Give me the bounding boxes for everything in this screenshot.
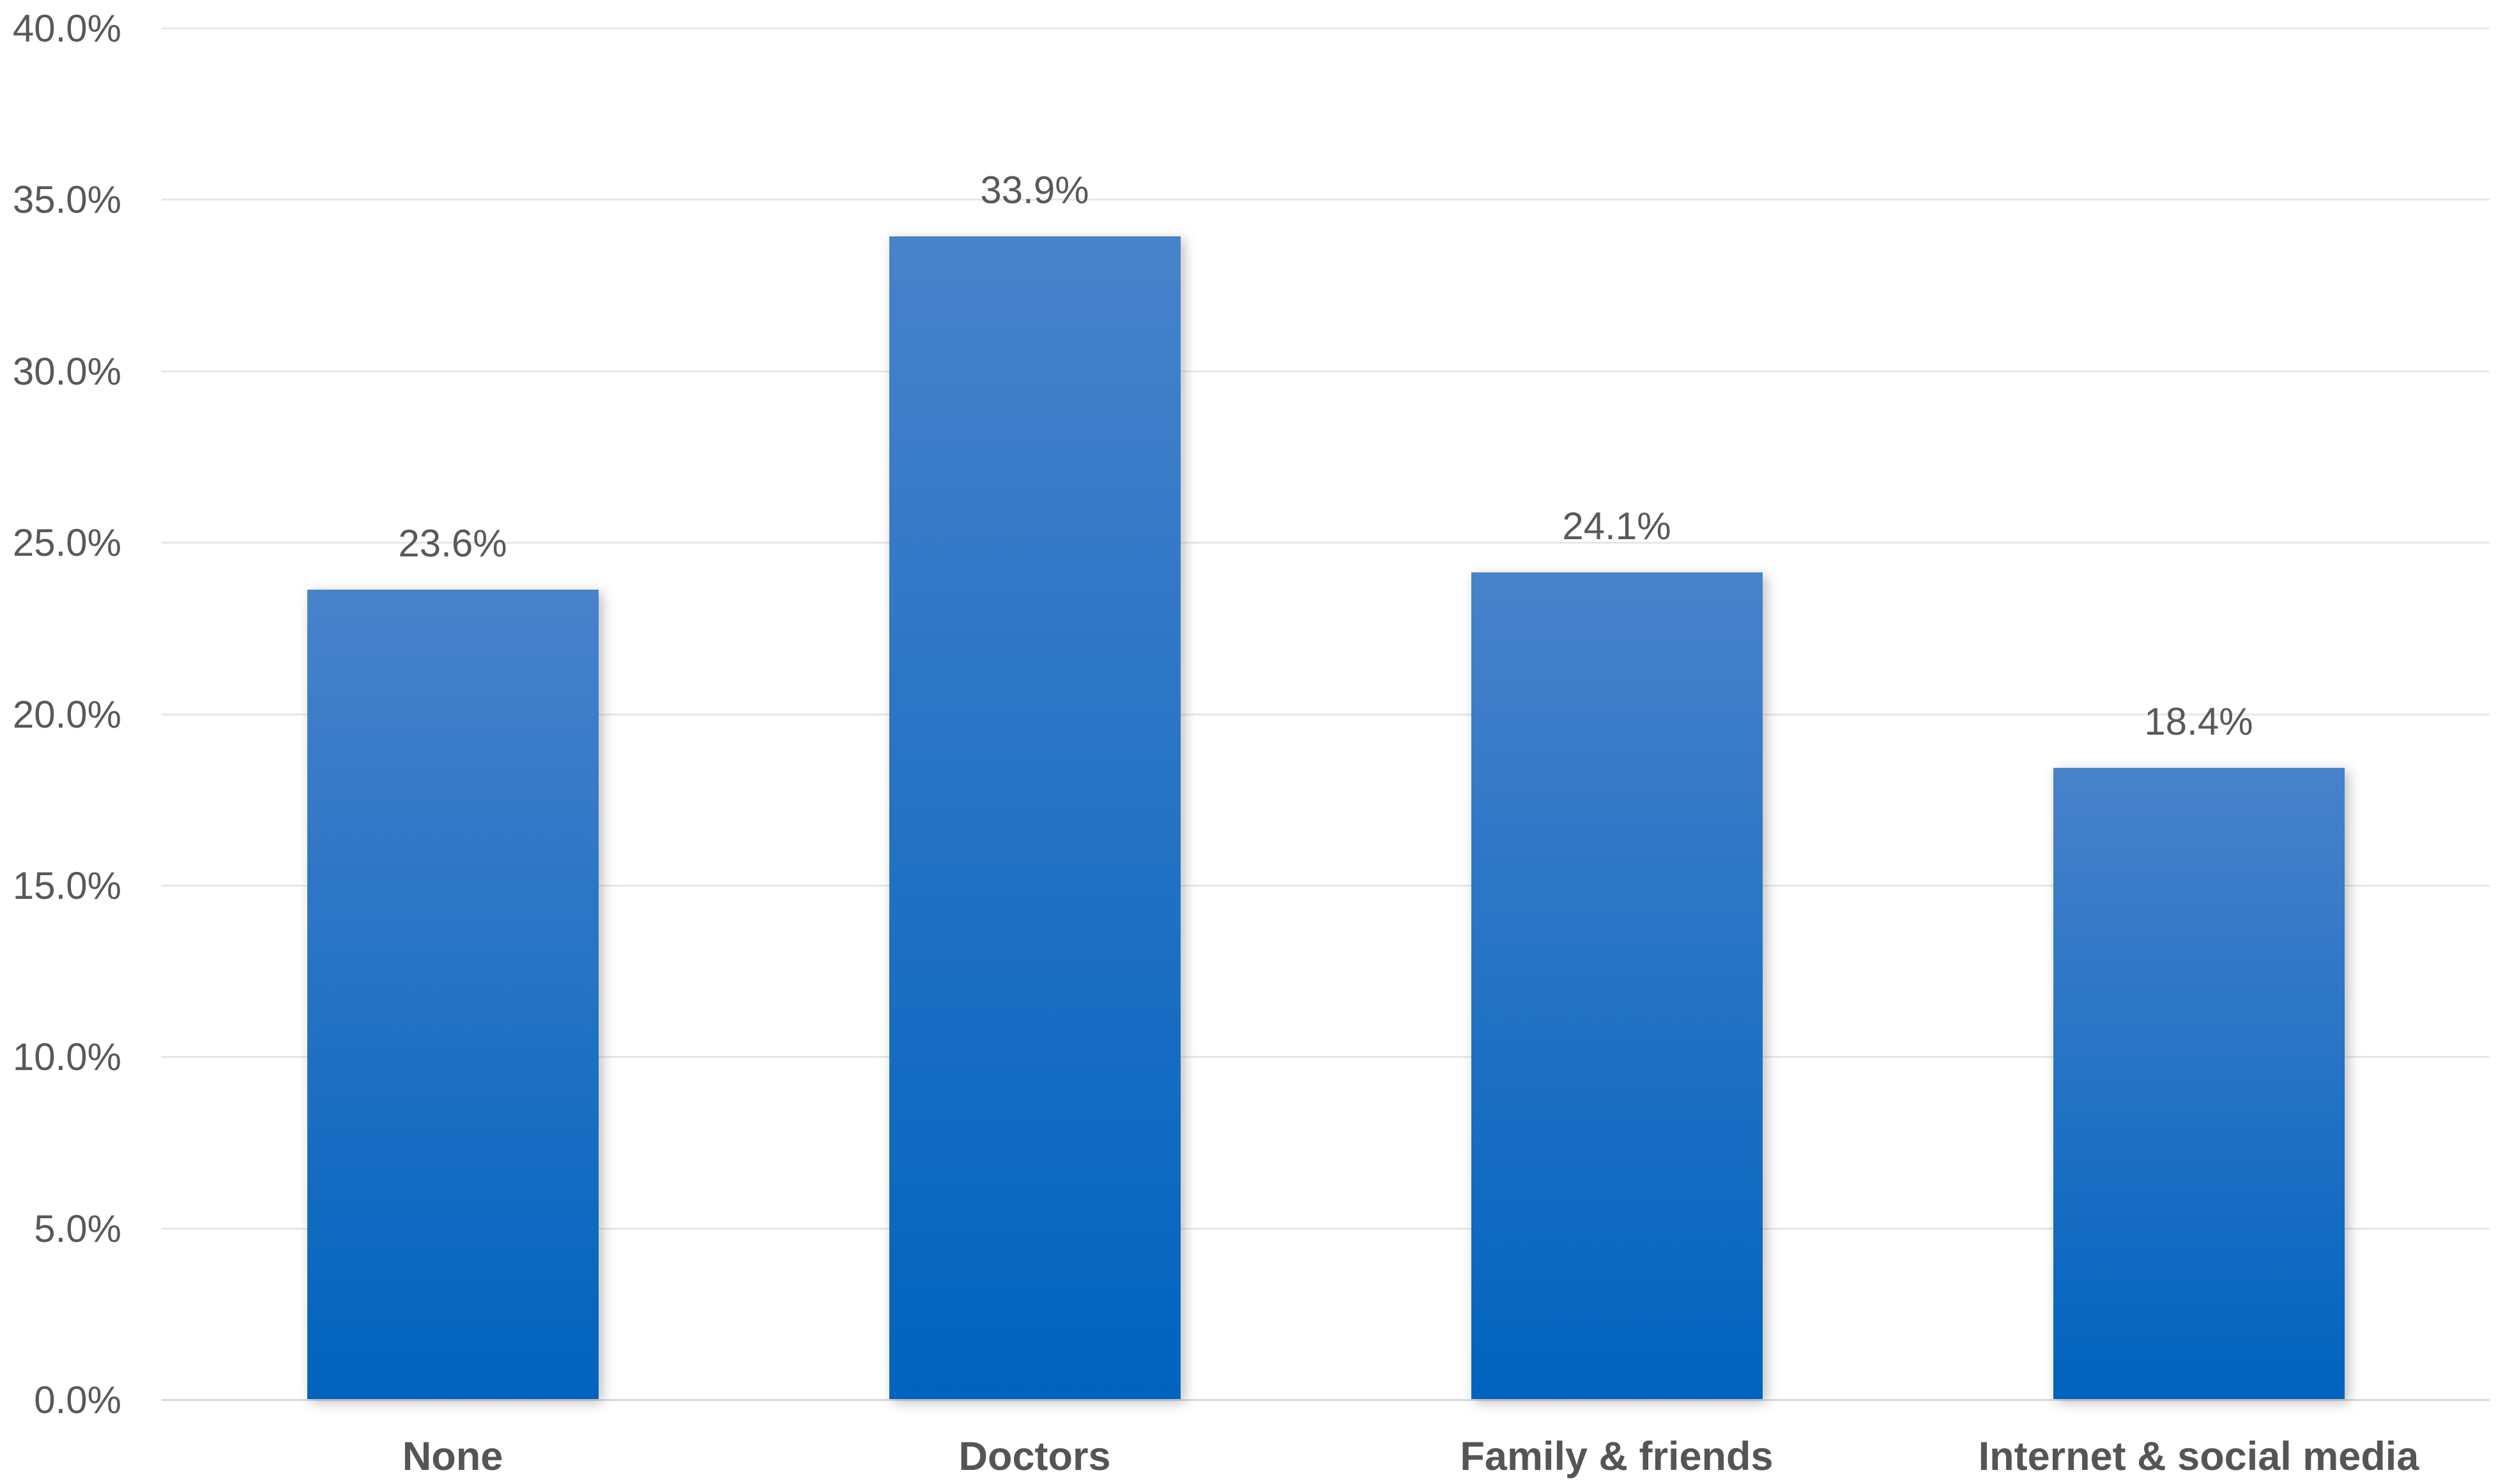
gridline-35 (162, 199, 2490, 201)
bar-doctors (889, 236, 1181, 1399)
gridline-5 (162, 1228, 2490, 1230)
gridline-40 (162, 27, 2490, 29)
gridline-25 (162, 542, 2490, 544)
bar-none (307, 590, 599, 1399)
y-tick-label-5-0: 5.0% (34, 1207, 121, 1250)
gridline-30 (162, 371, 2490, 372)
gridline-15 (162, 885, 2490, 887)
y-tick-label-35-0: 35.0% (12, 178, 121, 221)
data-label-none: 23.6% (398, 522, 507, 565)
y-tick-label-40-0: 40.0% (12, 7, 121, 50)
data-label-internet-and-social-media: 18.4% (2144, 700, 2253, 743)
category-label-doctors: Doctors (958, 1434, 1111, 1479)
y-tick-label-15-0: 15.0% (12, 864, 121, 907)
gridline-10 (162, 1056, 2490, 1058)
y-tick-label-30-0: 30.0% (12, 350, 121, 393)
y-tick-label-20-0: 20.0% (12, 693, 121, 736)
category-label-internet-and-social-media: Internet & social media (1978, 1434, 2419, 1479)
category-label-none: None (402, 1434, 503, 1479)
data-label-family-and-friends: 24.1% (1562, 505, 1671, 547)
data-label-doctors: 33.9% (980, 169, 1089, 211)
bar-family-and-friends (1471, 572, 1763, 1399)
category-label-family-and-friends: Family & friends (1460, 1434, 1773, 1479)
y-tick-label-10-0: 10.0% (12, 1036, 121, 1078)
gridline-20 (162, 714, 2490, 715)
bar-internet-and-social-media (2053, 768, 2345, 1399)
y-tick-label-0-0: 0.0% (34, 1379, 121, 1421)
x-axis-line (162, 1399, 2490, 1401)
y-tick-label-25-0: 25.0% (12, 521, 121, 564)
